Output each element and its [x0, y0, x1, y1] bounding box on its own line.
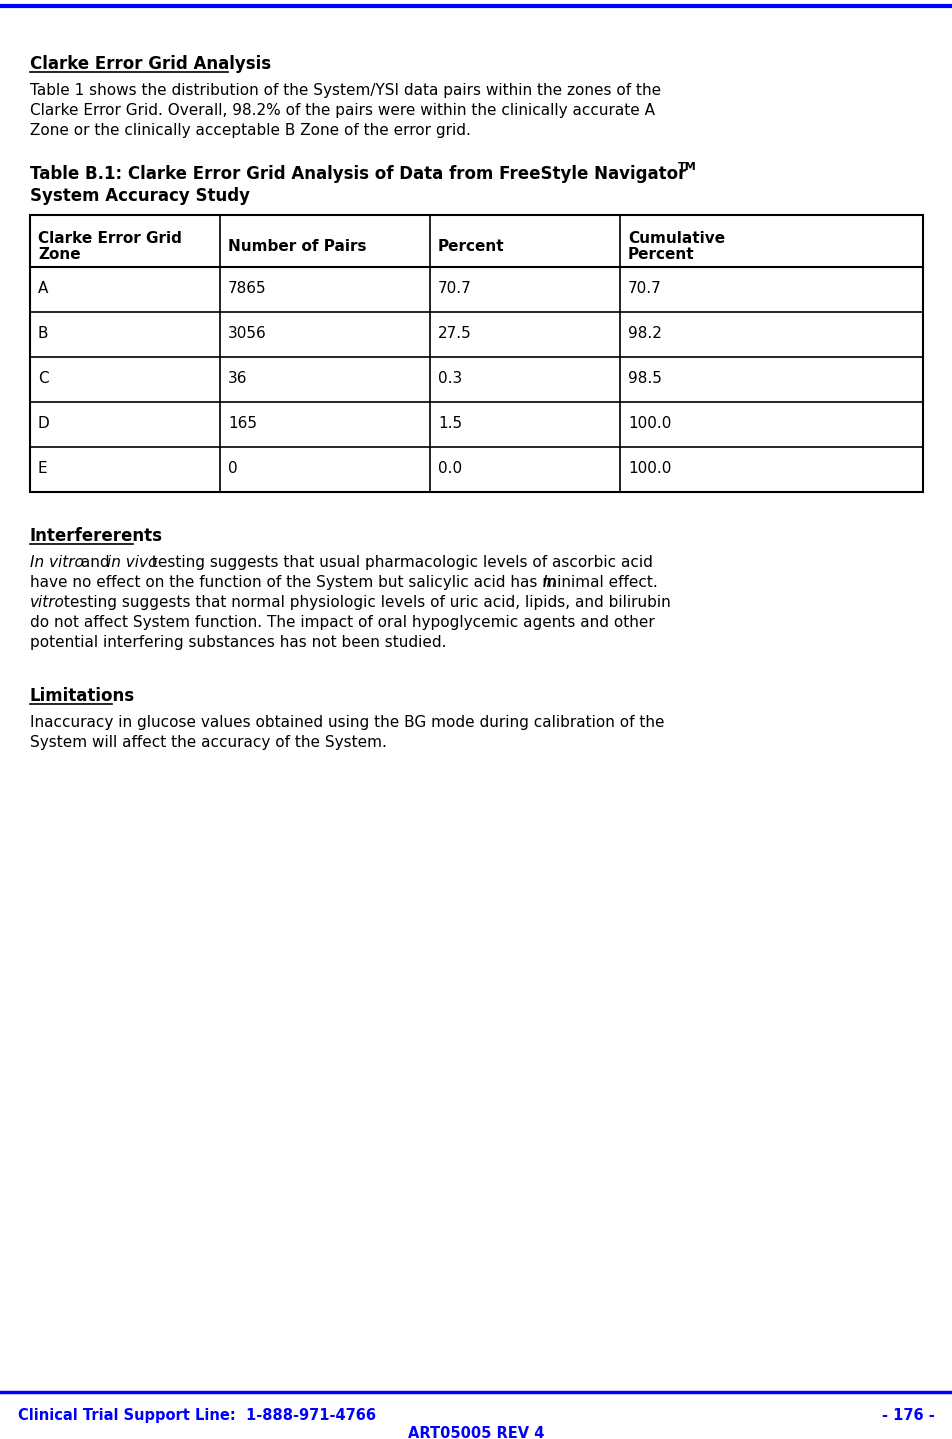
Text: Interfererents: Interfererents: [30, 527, 163, 545]
Text: B: B: [38, 327, 49, 341]
Text: testing suggests that usual pharmacologic levels of ascorbic acid: testing suggests that usual pharmacologi…: [148, 555, 653, 570]
Text: vitro: vitro: [30, 594, 65, 610]
Text: 0: 0: [228, 460, 237, 476]
Text: Clarke Error Grid. Overall, 98.2% of the pairs were within the clinically accura: Clarke Error Grid. Overall, 98.2% of the…: [30, 104, 654, 118]
Text: do not affect System function. The impact of oral hypoglycemic agents and other: do not affect System function. The impac…: [30, 614, 654, 630]
Text: 27.5: 27.5: [438, 327, 471, 341]
Text: 0.0: 0.0: [438, 460, 462, 476]
Text: Percent: Percent: [627, 248, 694, 262]
Text: 7865: 7865: [228, 281, 267, 296]
Text: 98.5: 98.5: [627, 371, 662, 386]
Text: 70.7: 70.7: [627, 281, 661, 296]
Text: In vitro: In vitro: [30, 555, 84, 570]
Text: Percent: Percent: [438, 239, 505, 255]
Text: In: In: [542, 576, 556, 590]
Text: C: C: [38, 371, 49, 386]
Text: Table 1 shows the distribution of the System/YSI data pairs within the zones of : Table 1 shows the distribution of the Sy…: [30, 83, 661, 98]
Bar: [30, 214, 922, 492]
Text: 3056: 3056: [228, 327, 267, 341]
Text: - 176 -: - 176 -: [882, 1407, 934, 1423]
Text: TM: TM: [677, 163, 696, 173]
Text: 165: 165: [228, 416, 257, 432]
Text: System Accuracy Study: System Accuracy Study: [30, 187, 249, 204]
Text: D: D: [38, 416, 50, 432]
Text: testing suggests that normal physiologic levels of uric acid, lipids, and biliru: testing suggests that normal physiologic…: [59, 594, 670, 610]
Text: 0.3: 0.3: [438, 371, 462, 386]
Text: Limitations: Limitations: [30, 686, 135, 705]
Text: Clinical Trial Support Line:  1-888-971-4766: Clinical Trial Support Line: 1-888-971-4…: [18, 1407, 376, 1423]
Text: E: E: [38, 460, 48, 476]
Text: 70.7: 70.7: [438, 281, 471, 296]
Text: and: and: [76, 555, 115, 570]
Text: Clarke Error Grid Analysis: Clarke Error Grid Analysis: [30, 55, 270, 73]
Text: 98.2: 98.2: [627, 327, 662, 341]
Text: Zone or the clinically acceptable B Zone of the error grid.: Zone or the clinically acceptable B Zone…: [30, 122, 470, 138]
Text: Inaccuracy in glucose values obtained using the BG mode during calibration of th: Inaccuracy in glucose values obtained us…: [30, 715, 664, 730]
Text: 36: 36: [228, 371, 248, 386]
Text: Number of Pairs: Number of Pairs: [228, 239, 367, 255]
Text: 100.0: 100.0: [627, 460, 670, 476]
Text: A: A: [38, 281, 49, 296]
Text: 100.0: 100.0: [627, 416, 670, 432]
Text: Zone: Zone: [38, 248, 81, 262]
Text: Table B.1: Clarke Error Grid Analysis of Data from FreeStyle Navigator: Table B.1: Clarke Error Grid Analysis of…: [30, 165, 685, 183]
Text: in vivo: in vivo: [107, 555, 157, 570]
Text: System will affect the accuracy of the System.: System will affect the accuracy of the S…: [30, 735, 387, 750]
Text: Clarke Error Grid: Clarke Error Grid: [38, 232, 182, 246]
Text: 1.5: 1.5: [438, 416, 462, 432]
Text: potential interfering substances has not been studied.: potential interfering substances has not…: [30, 635, 446, 650]
Text: ART05005 REV 4: ART05005 REV 4: [407, 1426, 544, 1439]
Text: Cumulative: Cumulative: [627, 232, 724, 246]
Text: have no effect on the function of the System but salicylic acid has minimal effe: have no effect on the function of the Sy…: [30, 576, 662, 590]
